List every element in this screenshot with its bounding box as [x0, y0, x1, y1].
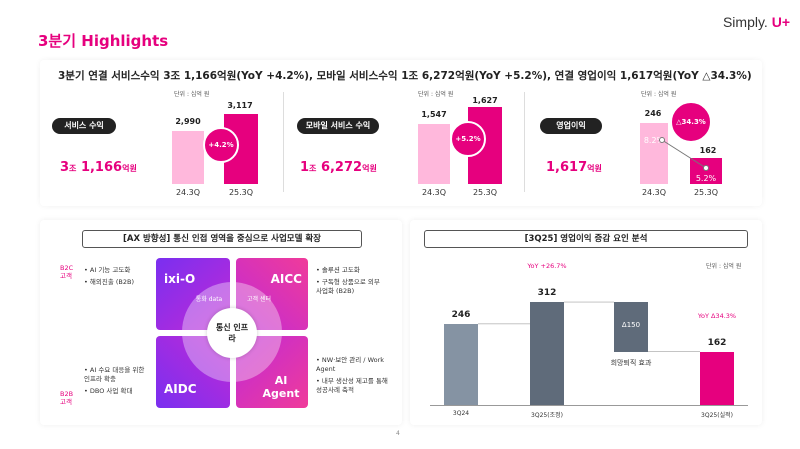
- bar-label: 24.3Q: [421, 188, 447, 197]
- metric-label-mobile: 모바일 서비스 수익: [297, 118, 379, 134]
- bar-prev: [418, 124, 450, 184]
- waterfall-value: 162: [707, 337, 727, 348]
- waterfall-note: YoY +26.7%: [527, 262, 567, 271]
- waterfall-bar: [530, 302, 564, 405]
- page-title: 3분기 Highlights: [38, 32, 169, 50]
- bar-value: 1,627: [472, 96, 498, 105]
- margin-label: 8.2%: [643, 136, 665, 145]
- metric-label-op: 영업이익: [540, 118, 602, 134]
- bar-label: 24.3Q: [641, 188, 667, 197]
- metric-value-service: 3조 1,166억원: [60, 160, 137, 175]
- notes-aidc: • AI 수요 대응을 위한 인프라 확충 • DBO 사업 확대: [84, 366, 145, 395]
- bar-prev: [640, 123, 668, 184]
- center-infra: 통신 인프라: [207, 308, 257, 358]
- brand-logo: Simply. U+: [723, 14, 790, 30]
- notes-ixio: • AI 기능 고도화 • 해외진출 (B2B): [84, 266, 135, 286]
- inner-label-data: 통화 data: [195, 296, 223, 303]
- bar-value: 2,990: [175, 117, 201, 126]
- bar-value: 162: [699, 146, 717, 155]
- margin-label: 5.2%: [695, 174, 717, 183]
- bar-value: 3,117: [227, 101, 253, 110]
- b2c-label: B2C 고객: [60, 264, 74, 280]
- unit-label: 단위 : 십억 원: [706, 263, 742, 270]
- logo-accent: U+: [771, 14, 790, 30]
- waterfall-value: 312: [537, 288, 557, 299]
- inner-label-center: 고객 센터: [247, 296, 271, 303]
- waterfall-bar: [700, 351, 734, 405]
- waterfall-bar: [444, 323, 478, 405]
- waterfall-title: [3Q25] 영업이익 증감 요인 분석: [424, 230, 748, 248]
- b2b-label: B2B 고객: [60, 390, 74, 406]
- unit-label: 단위 : 십억 원: [418, 91, 454, 98]
- waterfall-bar: [614, 302, 648, 352]
- metric-value-mobile: 1조 6,272억원: [300, 160, 377, 175]
- bar-label: 25.3Q: [472, 188, 498, 197]
- logo-text: Simply.: [722, 14, 768, 30]
- bar-value: 1,547: [421, 110, 447, 119]
- growth-badge: △34.3%: [670, 101, 712, 143]
- metric-value-op: 1,617억원: [546, 160, 602, 175]
- bar-value: 246: [644, 109, 662, 118]
- waterfall-label: 3Q25(실적): [701, 412, 733, 419]
- waterfall-value: Δ150: [621, 320, 641, 329]
- waterfall-label: 3Q24: [452, 410, 470, 417]
- metric-label-service: 서비스 수익: [52, 118, 116, 134]
- margin-connector: [659, 137, 709, 171]
- growth-badge: +4.2%: [203, 127, 239, 163]
- waterfall-note: YoY Δ34.3%: [697, 311, 737, 320]
- waterfall-label: 희망퇴직 효과: [610, 358, 652, 367]
- waterfall-label: 3Q25(조정): [531, 412, 563, 419]
- bar-prev: [172, 131, 204, 184]
- bar-label: 24.3Q: [175, 188, 201, 197]
- axis-line: [430, 405, 748, 406]
- divider: [283, 92, 284, 192]
- unit-label: 단위 : 십억 원: [641, 91, 677, 98]
- waterfall-value: 246: [451, 309, 471, 320]
- bar-label: 25.3Q: [693, 188, 719, 197]
- notes-aicc: • 솔루션 고도화 • 구독형 상품으로 외부 사업화 (B2B): [316, 266, 380, 295]
- page-number: 4: [396, 430, 400, 437]
- unit-label: 단위 : 십억 원: [174, 91, 210, 98]
- ax-title: [AX 방향성] 통신 인접 영역을 중심으로 사업모델 확장: [82, 230, 362, 248]
- waterfall-connectors: [478, 301, 700, 352]
- growth-badge: +5.2%: [450, 121, 486, 157]
- divider: [524, 92, 525, 192]
- notes-aiagent: • NW·보안 관리 / Work Agent • 내부 생산성 제고를 통해 성…: [316, 356, 388, 394]
- bar-label: 25.3Q: [228, 188, 254, 197]
- summary-text: 3분기 연결 서비스수익 3조 1,166억원(YoY +4.2%), 모바일 …: [58, 70, 752, 82]
